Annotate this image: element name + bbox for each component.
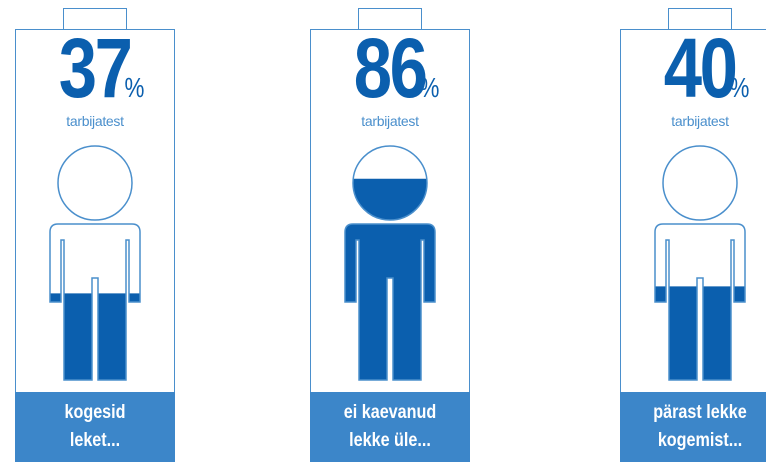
panel-frame (620, 29, 766, 462)
battery-cap (63, 8, 127, 30)
battery-cap (358, 8, 422, 30)
person-icon (344, 145, 436, 381)
caption-box: kogesid leket... (15, 392, 175, 462)
stat-panel-3: 40% tarbijatest pärast lekke kogemist... (620, 0, 766, 462)
caption-line-2: leket... (69, 430, 121, 451)
subtitle: tarbijatest (361, 113, 419, 129)
stat-panel-2: 86% tarbijatest ei kaevanud lekke üle... (310, 0, 470, 462)
person-icon (654, 145, 746, 381)
caption-box: ei kaevanud lekke üle... (310, 392, 470, 462)
person-icon (49, 145, 141, 381)
battery-cap (668, 8, 732, 30)
caption-line-1: kogesid (64, 402, 126, 423)
caption-line-1: ei kaevanud (343, 402, 437, 423)
caption-line-2: lekke üle... (349, 430, 431, 451)
percentage-value: 40% (663, 21, 750, 115)
panel-frame (310, 29, 470, 462)
caption-line-1: pärast lekke (653, 402, 747, 423)
subtitle: tarbijatest (66, 113, 124, 129)
caption-box: pärast lekke kogemist... (620, 392, 766, 462)
stat-panel-1: 37% tarbijatest kogesid leket... (15, 0, 175, 462)
panel-frame (15, 29, 175, 462)
percentage-value: 86% (353, 21, 440, 115)
percentage-value: 37% (58, 21, 145, 115)
caption-line-2: kogemist... (657, 430, 743, 451)
subtitle: tarbijatest (671, 113, 729, 129)
